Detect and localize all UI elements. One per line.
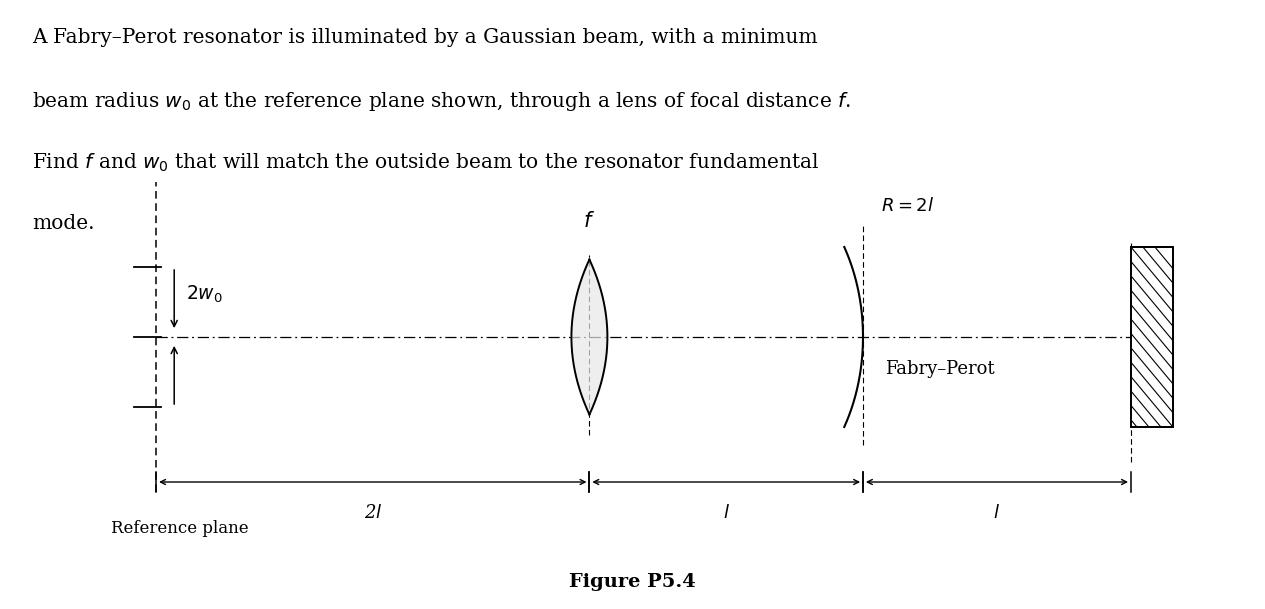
Bar <box>1131 247 1173 427</box>
Text: Reference plane: Reference plane <box>111 520 249 537</box>
Text: $f$: $f$ <box>583 211 596 231</box>
Text: Figure P5.4: Figure P5.4 <box>569 573 696 591</box>
Text: $2w_0$: $2w_0$ <box>186 283 223 304</box>
Bar <box>1131 247 1173 427</box>
Text: Fabry–Perot: Fabry–Perot <box>886 360 994 378</box>
Text: 2$l$: 2$l$ <box>363 504 382 522</box>
Text: Find $f$ and $w_0$ that will match the outside beam to the resonator fundamental: Find $f$ and $w_0$ that will match the o… <box>32 152 818 174</box>
Text: $R = 2l$: $R = 2l$ <box>880 197 934 215</box>
Text: beam radius $w_0$ at the reference plane shown, through a lens of focal distance: beam radius $w_0$ at the reference plane… <box>32 90 851 113</box>
Text: $l$: $l$ <box>722 504 730 522</box>
Text: mode.: mode. <box>32 214 95 233</box>
Text: $l$: $l$ <box>993 504 1001 522</box>
Text: A Fabry–Perot resonator is illuminated by a Gaussian beam, with a minimum: A Fabry–Perot resonator is illuminated b… <box>32 28 817 47</box>
